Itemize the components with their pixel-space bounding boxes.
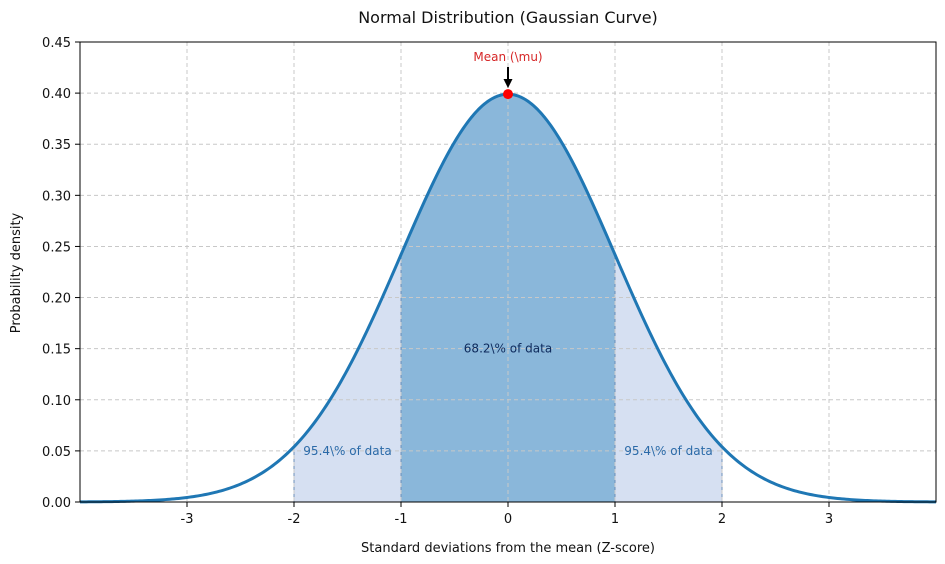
x-tick-label-6: 3: [825, 512, 833, 527]
x-tick-label-3: 0: [504, 512, 512, 527]
x-axis-label: Standard deviations from the mean (Z-sco…: [361, 541, 655, 556]
y-tick-label-8: 0.40: [42, 87, 71, 102]
x-tick-label-4: 1: [611, 512, 619, 527]
x-tick-label-1: -2: [288, 512, 301, 527]
y-tick-label-7: 0.35: [42, 138, 71, 153]
y-tick-label-6: 0.30: [42, 189, 71, 204]
y-tick-label-9: 0.45: [42, 36, 71, 51]
x-tick-label-0: -3: [181, 512, 194, 527]
y-tick-label-3: 0.15: [42, 343, 71, 358]
mean-marker: [503, 89, 513, 100]
region-annotation-2: 95.4\% of data: [624, 444, 712, 458]
tick-labels: -3 -2 -1 0 1 2 3 0.00 0.05 0.10 0.15 0.20 0.25 0.30 0.…: [42, 36, 833, 527]
y-tick-label-1: 0.05: [42, 445, 71, 460]
y-tick-label-0: 0.00: [42, 496, 71, 511]
region-annotation-1: 95.4\% of data: [303, 444, 391, 458]
region-annotation-0: 68.2\% of data: [464, 342, 552, 356]
x-tick-label-2: -1: [395, 512, 408, 527]
mean-label: Mean (\mu): [473, 50, 542, 64]
x-tick-label-5: 2: [718, 512, 726, 527]
y-tick-label-4: 0.20: [42, 292, 71, 307]
chart-title: Normal Distribution (Gaussian Curve): [358, 8, 658, 27]
mean-arrow-head: [503, 79, 513, 89]
y-axis-label: Probability density: [9, 212, 24, 333]
y-tick-label-2: 0.10: [42, 394, 71, 409]
gridlines: [80, 42, 936, 502]
annotations: 68.2\% of data 95.4\% of data 95.4\% of da…: [303, 50, 712, 458]
y-tick-label-5: 0.25: [42, 240, 71, 255]
